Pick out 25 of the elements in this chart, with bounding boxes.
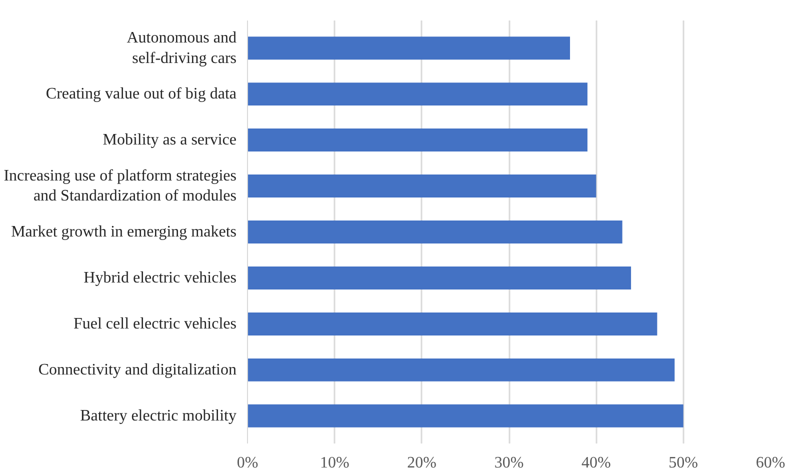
x-tick-label: 20% [407, 454, 436, 472]
bar [248, 220, 622, 244]
x-tick-label: 40% [582, 454, 611, 472]
bar [248, 358, 675, 382]
x-tick-label: 60% [756, 454, 786, 472]
y-tick-label: Fuel cell electric vehicles [73, 315, 236, 332]
x-tick-label: 0% [236, 454, 258, 472]
bar [248, 174, 596, 198]
bar [248, 404, 684, 428]
bar [248, 128, 588, 152]
y-tick-label: Battery electric mobility [80, 407, 236, 424]
bar [248, 266, 632, 290]
y-tick-label: Connectivity and digitalization [38, 361, 237, 378]
y-tick-label: Hybrid electric vehicles [84, 269, 237, 286]
y-tick-label: Autonomous and self-driving cars [126, 29, 237, 67]
bar [248, 82, 588, 106]
y-tick-label: Market growth in emerging makets [11, 224, 237, 240]
bar [248, 36, 570, 60]
x-tick-label: 10% [320, 454, 350, 472]
y-tick-label: Mobility as a service [102, 132, 237, 149]
y-tick-label: Increasing use of platform strategies and Standardization of modules [4, 167, 237, 205]
y-tick-label: Creating value out of big data [46, 86, 236, 103]
x-tick-label: 30% [494, 454, 524, 472]
bar [248, 312, 658, 336]
x-tick-label: 50% [668, 454, 698, 472]
